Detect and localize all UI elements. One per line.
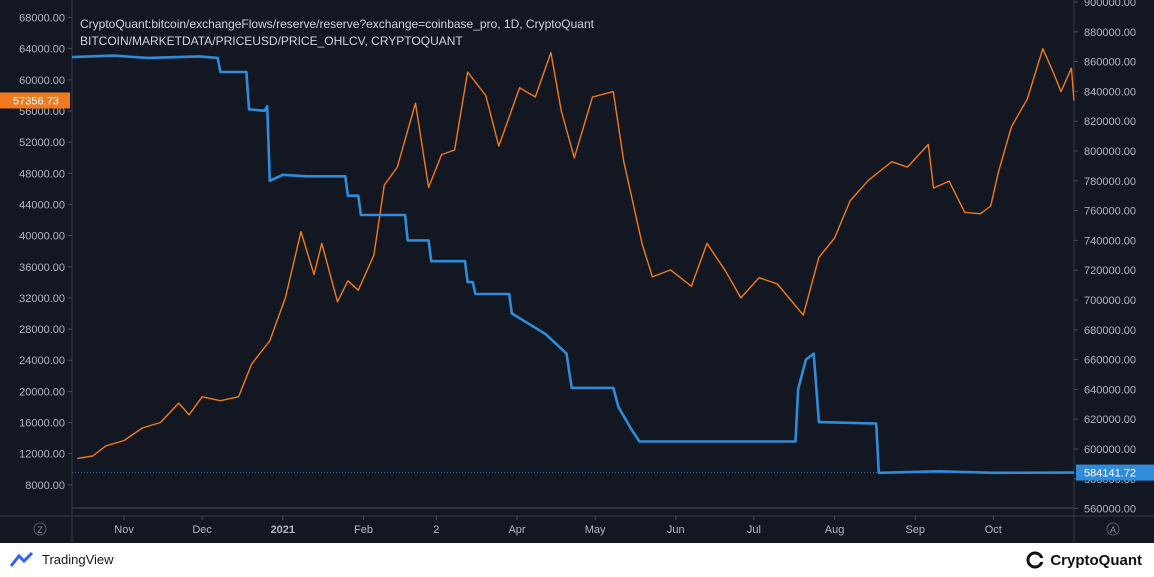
left-tick-label: 32000.00	[19, 293, 65, 305]
auto-scale-glyph: A	[1110, 525, 1116, 535]
right-tick-label: 860000.00	[1084, 57, 1136, 69]
left-tick-label: 64000.00	[19, 44, 65, 56]
right-tick-label: 600000.00	[1084, 444, 1136, 456]
tradingview-logo[interactable]: TradingView	[10, 551, 114, 567]
left-tick-label: 12000.00	[19, 449, 65, 461]
x-tick-label: 2	[433, 524, 439, 536]
price-last-value-badge	[0, 92, 70, 109]
x-tick-label: May	[585, 524, 606, 536]
x-tick-label: Nov	[114, 524, 134, 536]
tradingview-icon	[10, 551, 34, 567]
timezone-glyph: Z	[37, 525, 43, 535]
left-tick-label: 24000.00	[19, 355, 65, 367]
reserve-series-line	[71, 54, 1075, 475]
price-last-value-label: 57356.73	[13, 95, 59, 107]
right-tick-label: 700000.00	[1084, 295, 1136, 307]
left-tick-label: 8000.00	[25, 480, 65, 492]
left-tick-label: 56000.00	[19, 106, 65, 118]
right-tick-label: 780000.00	[1084, 176, 1136, 188]
right-tick-label: 840000.00	[1084, 86, 1136, 98]
right-tick-label: 560000.00	[1084, 504, 1136, 516]
left-tick-label: 40000.00	[19, 231, 65, 243]
left-tick-label: 52000.00	[19, 137, 65, 149]
chart-subtitle: BITCOIN/MARKETDATA/PRICEUSD/PRICE_OHLCV,…	[80, 34, 463, 48]
right-tick-label: 800000.00	[1084, 146, 1136, 158]
auto-scale-icon	[1106, 522, 1120, 536]
left-tick-label: 16000.00	[19, 418, 65, 430]
left-tick-label: 68000.00	[19, 13, 65, 25]
cryptoquant-icon	[1026, 551, 1045, 569]
chart-title: CryptoQuant:bitcoin/exchangeFlows/reserv…	[80, 17, 595, 31]
left-tick-label: 44000.00	[19, 199, 65, 211]
x-tick-label: Dec	[192, 524, 212, 536]
left-tick-label: 36000.00	[19, 262, 65, 274]
cryptoquant-label: CryptoQuant	[1050, 551, 1142, 569]
right-tick-label: 880000.00	[1084, 27, 1136, 39]
right-tick-label: 820000.00	[1084, 116, 1136, 128]
right-tick-label: 900000.00	[1084, 0, 1136, 9]
chart-background	[0, 0, 1154, 543]
price-series-line	[77, 48, 1075, 460]
x-tick-label: Sep	[905, 524, 925, 536]
right-tick-label: 620000.00	[1084, 414, 1136, 426]
left-tick-label: 60000.00	[19, 75, 65, 87]
x-tick-label: Feb	[354, 524, 373, 536]
x-tick-label: Apr	[508, 524, 525, 536]
x-tick-label: Aug	[825, 524, 845, 536]
left-tick-label: 20000.00	[19, 386, 65, 398]
tradingview-label: TradingView	[42, 551, 114, 567]
chart-svg[interactable]: 8000.00 12000.00 16000.00 20000.00 24000.00 2…	[0, 0, 1154, 543]
reserve-last-value-label: 584141.72	[1084, 468, 1136, 480]
right-tick-label: 720000.00	[1084, 265, 1136, 277]
right-tick-label: 680000.00	[1084, 325, 1136, 337]
left-tick-label: 28000.00	[19, 324, 65, 336]
x-tick-label: 2021	[271, 524, 295, 536]
left-tick-label: 48000.00	[19, 168, 65, 180]
right-tick-label: 640000.00	[1084, 384, 1136, 396]
footer: TradingView CryptoQuant	[0, 543, 1154, 577]
right-tick-label: 740000.00	[1084, 235, 1136, 247]
cryptoquant-logo: CryptoQuant	[1026, 551, 1142, 569]
x-tick-label: Oct	[985, 524, 1002, 536]
x-tick-label: Jul	[747, 524, 761, 536]
right-tick-label: 660000.00	[1084, 355, 1136, 367]
timezone-icon	[33, 522, 47, 536]
x-tick-label: Jun	[667, 524, 685, 536]
right-tick-label: 760000.00	[1084, 206, 1136, 218]
reserve-last-value-badge	[1076, 464, 1154, 481]
